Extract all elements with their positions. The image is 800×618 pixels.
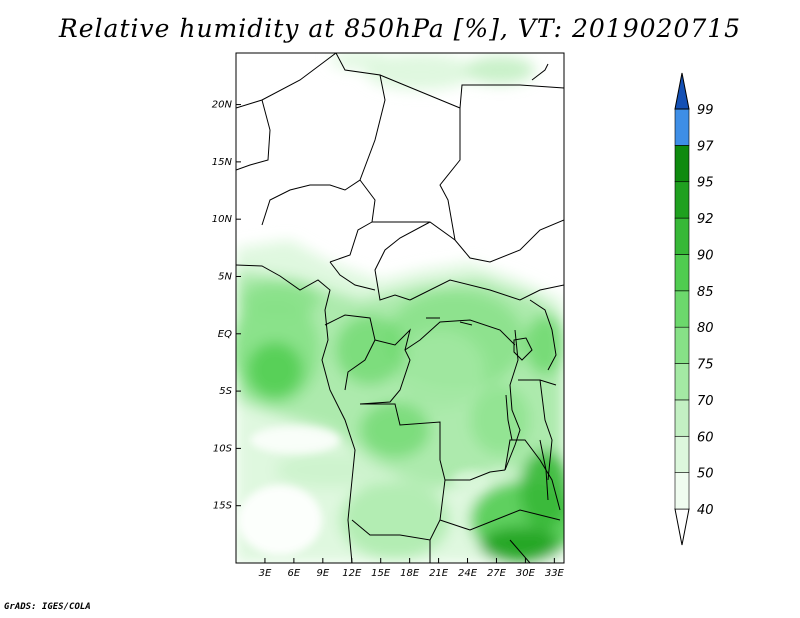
y-tick-label: 15N [212, 157, 233, 168]
x-tick-label: 9E [316, 568, 329, 579]
colorbar-label: 75 [697, 358, 714, 373]
x-tick-label: 33E [545, 568, 565, 579]
y-axis-ticks: 20N 15N 10N 5N EQ 5S 10S 15S [212, 100, 241, 512]
x-tick-label: 27E [487, 568, 507, 579]
colorbar-label: 60 [697, 430, 714, 445]
credit-text: GrADS: IGES/COLA [4, 602, 91, 612]
colorbar-bottom-arrow [674, 508, 690, 546]
colorbar-top-arrow [674, 72, 690, 110]
colorbar-segment [674, 326, 690, 364]
y-tick-label: 5S [219, 386, 232, 397]
x-axis-ticks: 3E 6E 9E 12E 15E 18E 21E 24E 27E 30E 33E [259, 558, 565, 579]
x-tick-label: 12E [342, 568, 362, 579]
country-borders [236, 53, 564, 563]
colorbar-label: 99 [697, 103, 714, 118]
colorbar-segment [674, 254, 690, 292]
map-frame [235, 52, 565, 564]
x-tick-label: 18E [400, 568, 420, 579]
colorbar-segment [674, 290, 690, 328]
colorbar-segment [674, 217, 690, 255]
x-tick-label: 6E [288, 568, 301, 579]
colorbar-label: 40 [697, 503, 714, 518]
humidity-field [236, 53, 564, 563]
colorbar-label: 70 [697, 394, 714, 409]
colorbar-label: 80 [697, 321, 714, 336]
y-tick-label: EQ [218, 329, 232, 340]
y-tick-label: 15S [213, 501, 233, 512]
colorbar-segment [674, 363, 690, 401]
y-tick-label: 20N [212, 100, 233, 111]
y-tick-label: 10N [212, 214, 233, 225]
colorbar-label: 85 [697, 285, 714, 300]
colorbar-segment [674, 435, 690, 473]
colorbar-segment [674, 108, 690, 146]
x-tick-label: 21E [429, 568, 449, 579]
colorbar-segment [674, 145, 690, 183]
map-title: Relative humidity at 850hPa [%], VT: 201… [58, 14, 742, 43]
x-tick-label: 15E [371, 568, 391, 579]
colorbar: 40 50 60 70 75 80 85 90 92 95 97 99 [674, 72, 714, 546]
x-tick-label: 30E [516, 568, 536, 579]
colorbar-segment [674, 472, 690, 510]
colorbar-label: 97 [697, 139, 714, 154]
x-tick-label: 3E [259, 568, 272, 579]
x-tick-label: 24E [458, 568, 478, 579]
colorbar-segment [674, 399, 690, 437]
colorbar-label: 50 [697, 467, 714, 482]
y-tick-label: 5N [218, 271, 232, 282]
colorbar-label: 92 [697, 212, 714, 227]
colorbar-label: 95 [697, 176, 714, 191]
colorbar-segment [674, 181, 690, 219]
colorbar-label: 90 [697, 248, 714, 263]
y-tick-label: 10S [213, 443, 233, 454]
